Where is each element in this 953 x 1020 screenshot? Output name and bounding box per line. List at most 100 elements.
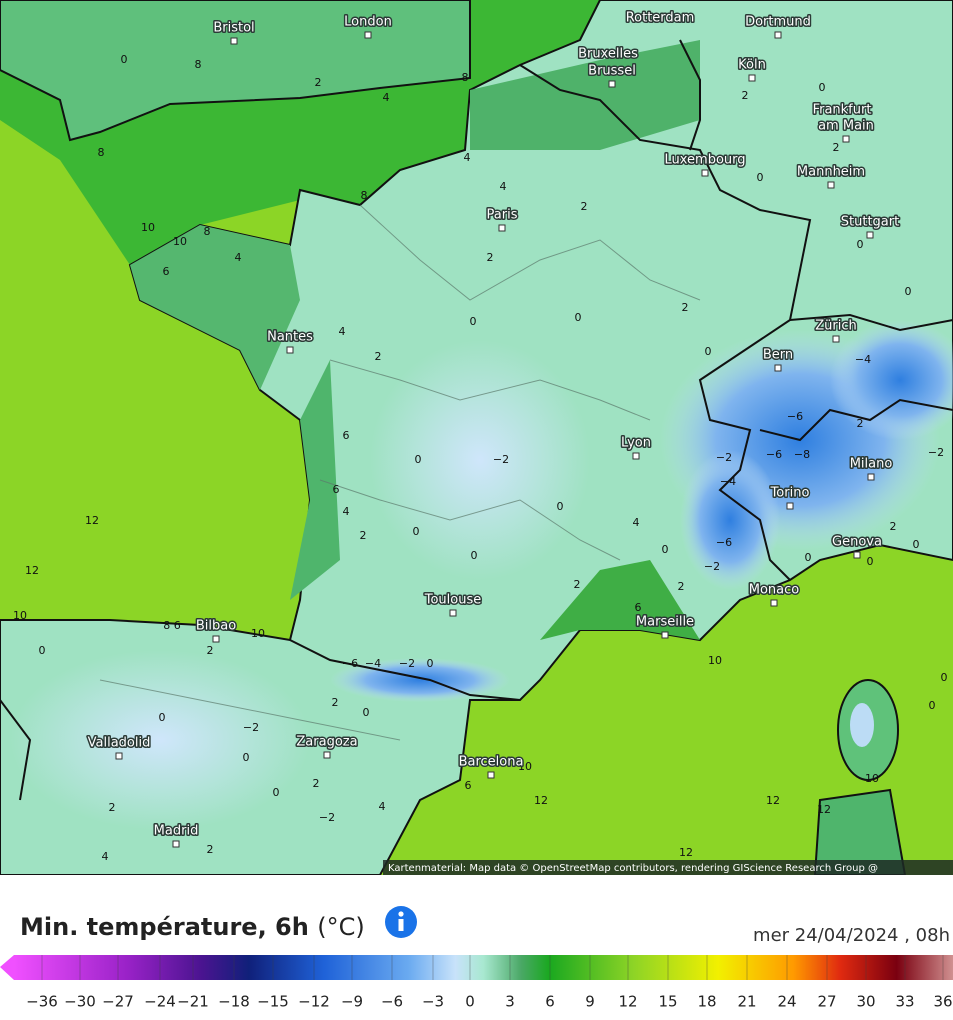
contour-label: 2 — [487, 251, 494, 264]
contour-label: −6 — [766, 448, 782, 461]
contour-label: 0 — [557, 500, 564, 513]
city-marker — [853, 551, 861, 559]
contour-label: 6 — [163, 265, 170, 278]
city-marker — [323, 751, 331, 759]
city-marker — [866, 231, 874, 239]
contour-label: 4 — [464, 151, 471, 164]
contour-label: 2 — [833, 141, 840, 154]
city-label: Bristol — [213, 21, 254, 36]
contour-label: 12 — [679, 846, 693, 859]
scale-label: 24 — [777, 993, 796, 1011]
massif-central — [370, 340, 590, 580]
contour-label: 2 — [207, 843, 214, 856]
contour-label: 2 — [313, 777, 320, 790]
scale-label: 36 — [933, 993, 952, 1011]
contour-label: 4 — [379, 800, 386, 813]
contour-label: 2 — [332, 696, 339, 709]
contour-label: −4 — [855, 353, 871, 366]
city-label: Zaragoza — [296, 735, 357, 750]
city-label: Milano — [850, 457, 893, 472]
scale-label: −27 — [102, 993, 134, 1011]
contour-label: 0 — [471, 549, 478, 562]
info-dot[interactable] — [398, 911, 404, 917]
eastern-alps — [830, 320, 953, 440]
scale-label: −21 — [177, 993, 209, 1011]
city-label: Monaco — [749, 583, 800, 598]
contour-label: −2 — [319, 811, 335, 824]
city-label: Marseille — [636, 615, 694, 630]
contour-label: 8 — [98, 146, 105, 159]
city-label: Lyon — [621, 436, 651, 451]
region-line — [359, 204, 701, 301]
contour-label: 2 — [109, 801, 116, 814]
scale-label: 12 — [618, 993, 637, 1011]
city-marker — [172, 840, 180, 848]
city-label: Nantes — [267, 330, 313, 345]
contour-label: 0 — [805, 551, 812, 564]
contour-label: 8 6 — [163, 619, 181, 632]
scale-label: −30 — [64, 993, 96, 1011]
contour-label: 0 — [159, 711, 166, 724]
contour-label: 4 — [500, 180, 507, 193]
city-label: Dortmund — [745, 15, 811, 30]
contour-label: 2 — [857, 417, 864, 430]
city-label: Bruxelles — [578, 47, 638, 62]
city-label: Valladolid — [88, 736, 151, 751]
city-label: Madrid — [154, 824, 199, 839]
contour-label: 12 — [817, 803, 831, 816]
scale-label: 21 — [737, 993, 756, 1011]
scale-label: 27 — [817, 993, 836, 1011]
scale-label: 18 — [697, 993, 716, 1011]
contour-label: 12 — [534, 794, 548, 807]
footer-title: Min. température, 6h (°C) — [20, 913, 365, 941]
contour-label: 10 — [173, 235, 187, 248]
swiss-north-border — [789, 313, 953, 332]
city-marker — [748, 74, 756, 82]
contour-label: 2 — [682, 301, 689, 314]
region-line — [319, 479, 621, 561]
contour-label: 0 — [941, 671, 948, 684]
contour-label: 12 — [766, 794, 780, 807]
contour-label: 0 — [913, 538, 920, 551]
corsica-mountains — [850, 703, 874, 747]
city-marker — [827, 181, 835, 189]
contour-label: 2 — [315, 76, 322, 89]
info-icon[interactable] — [385, 906, 417, 938]
attribution-bg — [383, 860, 953, 875]
title-text: Min. température, 6h — [20, 913, 309, 941]
city-marker — [632, 452, 640, 460]
scale-label: −3 — [422, 993, 444, 1011]
scale-label: −24 — [144, 993, 176, 1011]
city-marker — [115, 752, 123, 760]
sardinia — [813, 788, 907, 875]
city-label: Genova — [832, 535, 882, 550]
contour-label: 0 — [273, 786, 280, 799]
info-stem[interactable] — [398, 919, 404, 931]
city-label: Köln — [738, 58, 766, 73]
western-alps — [680, 450, 780, 590]
scale-label: 3 — [505, 993, 515, 1011]
contour-label: 2 — [207, 644, 214, 657]
scale-label: 33 — [895, 993, 914, 1011]
contour-label: 2 — [360, 529, 367, 542]
city-marker — [286, 346, 294, 354]
scale-label: −6 — [381, 993, 403, 1011]
contour-label: 6 — [333, 483, 340, 496]
contour-label: −2 — [716, 451, 732, 464]
city-label: Bern — [763, 348, 793, 363]
contour-label: 0 — [705, 345, 712, 358]
region-line — [99, 679, 401, 741]
contour-label: 6 — [343, 429, 350, 442]
contour-label: 8 — [462, 71, 469, 84]
contour-label: −8 — [794, 448, 810, 461]
city-marker — [364, 31, 372, 39]
contour-label: 10 — [518, 760, 532, 773]
contour-label: 0 — [662, 543, 669, 556]
contour-label: 4 — [339, 325, 346, 338]
city-marker — [212, 635, 220, 643]
city-label: am Main — [818, 119, 874, 134]
date: mer 24/04/2024 , 08h — [753, 925, 950, 946]
contour-label: −4 — [365, 657, 381, 670]
